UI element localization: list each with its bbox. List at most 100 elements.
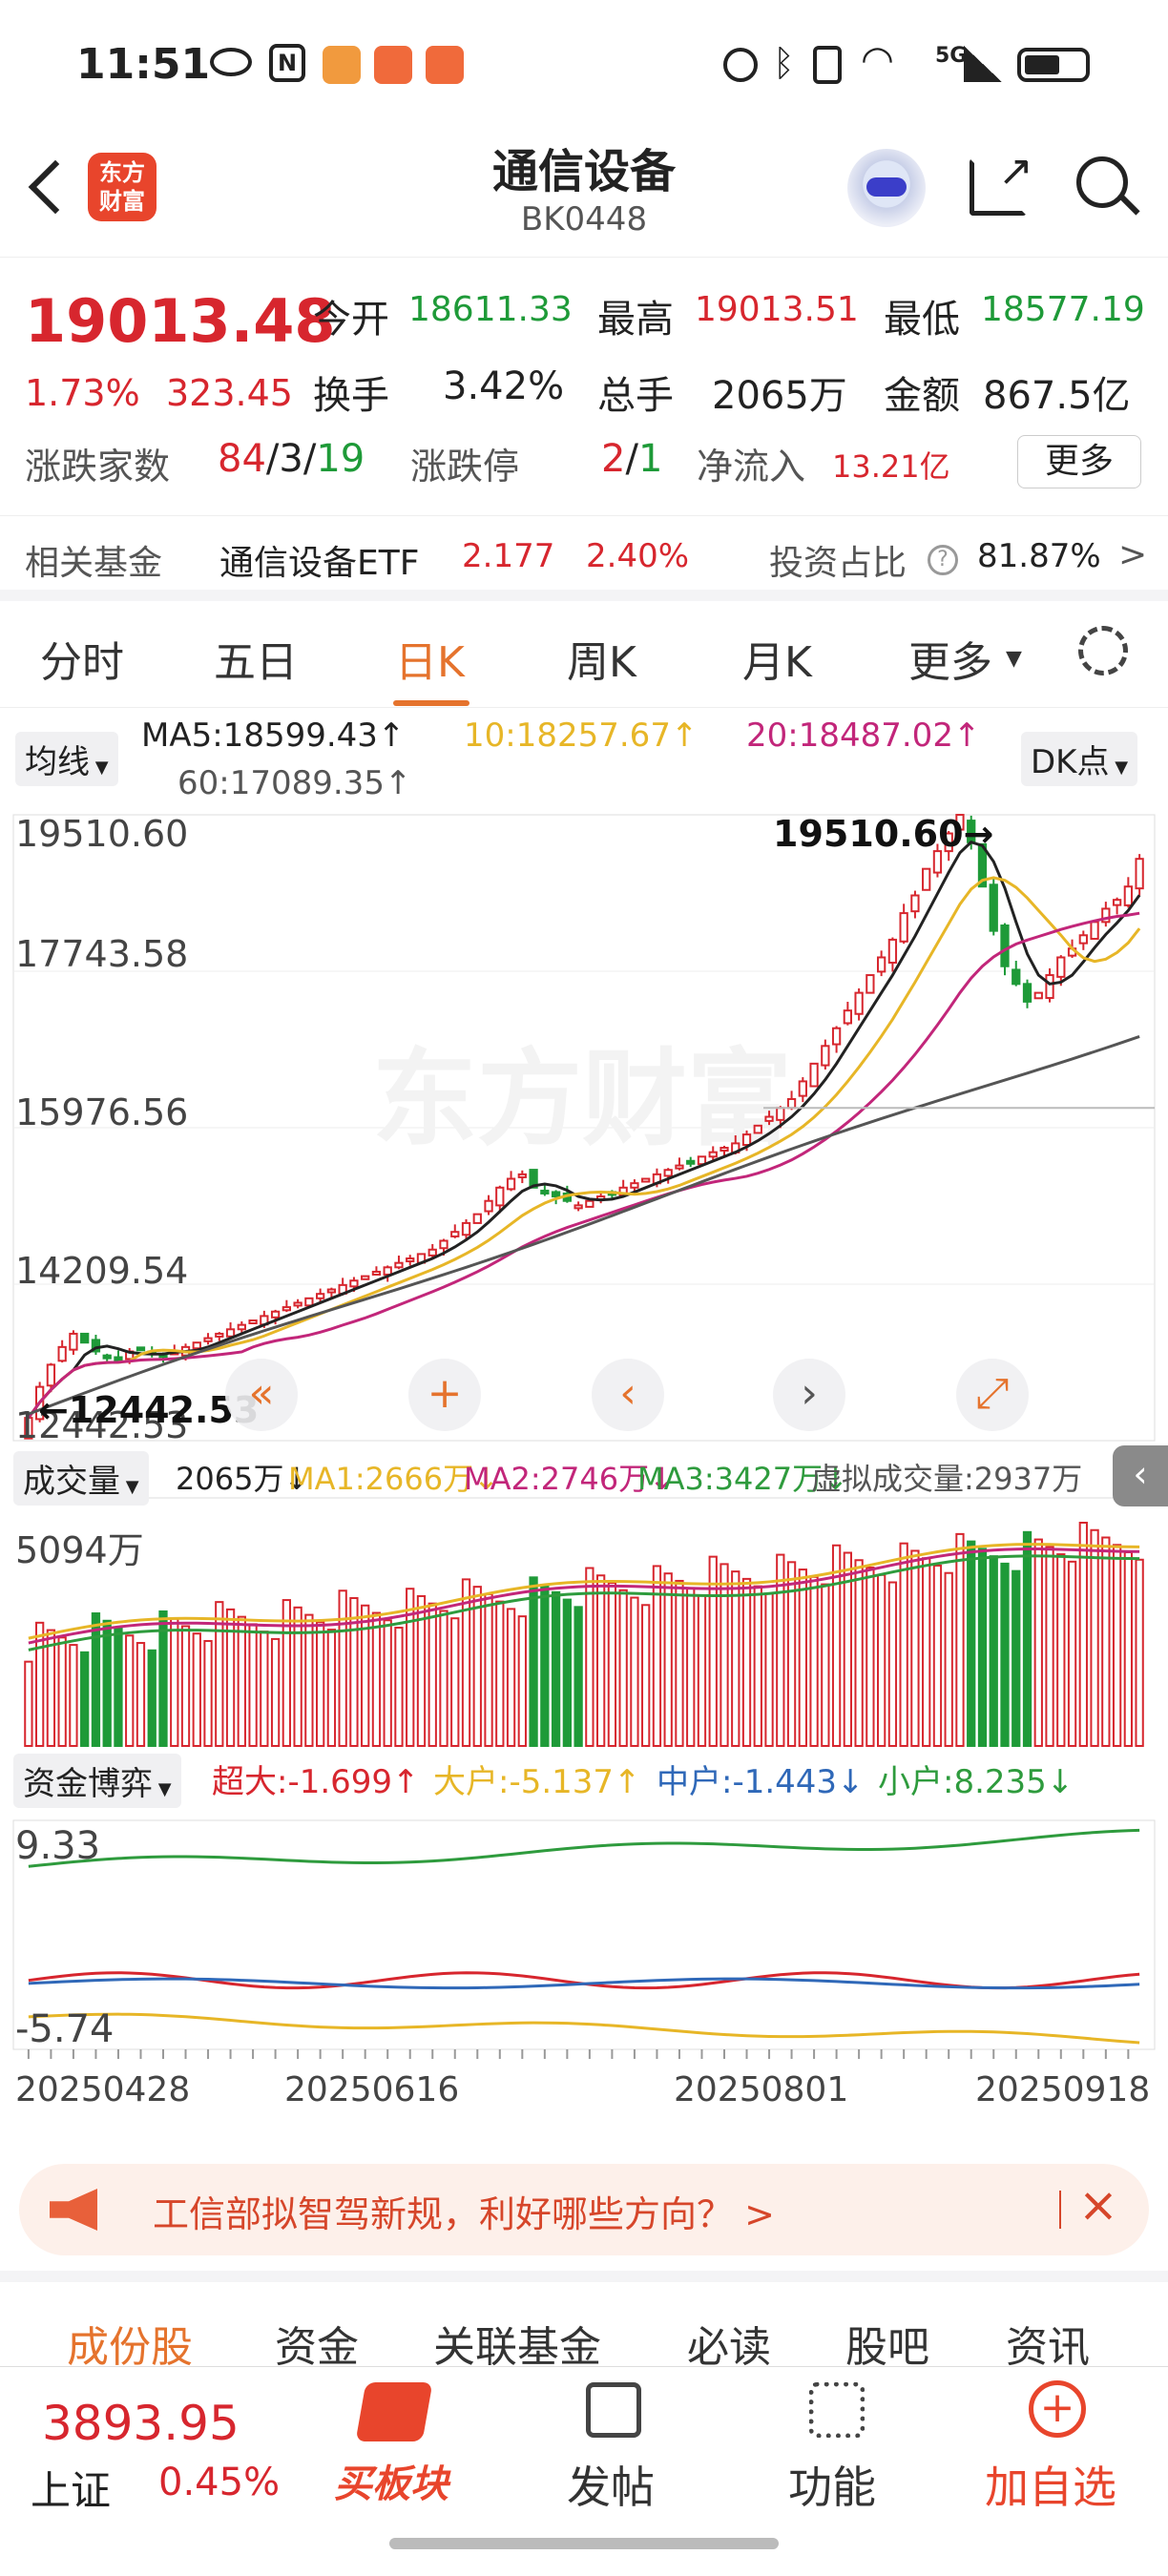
volume-bar	[484, 1592, 493, 1747]
scroll-left-button[interactable]: ‹	[592, 1359, 664, 1431]
open-label: 今开	[313, 298, 389, 342]
candle-body	[641, 1177, 651, 1183]
volume-bar	[1033, 1538, 1043, 1747]
candle-body	[955, 814, 965, 831]
logo-text-bottom: 财富	[99, 188, 145, 215]
amount-label: 金额	[884, 374, 960, 418]
zoom-in-button[interactable]: +	[408, 1359, 481, 1431]
dropdown-caret-icon: ▼	[1109, 758, 1129, 778]
tab-forum[interactable]: 股吧	[845, 2323, 929, 2372]
post-button[interactable]: 发帖	[567, 2462, 655, 2513]
help-icon[interactable]: ?	[928, 545, 958, 575]
candle-body	[1000, 924, 1010, 967]
candle-body	[1033, 991, 1043, 1000]
close-icon[interactable]: ×	[1078, 2177, 1118, 2233]
fund-super: 超大:-1.699↑	[212, 1763, 420, 1801]
fund-medium: 中户:-1.443↓	[657, 1763, 865, 1801]
volume-bar	[977, 1548, 988, 1748]
related-fund-row[interactable]: 相关基金 通信设备ETF 2.177 2.40% 投资占比 ? 81.87% >	[0, 515, 1168, 601]
volume-bar	[439, 1610, 448, 1747]
candle-body	[866, 974, 875, 994]
tab-must-read[interactable]: 必读	[687, 2323, 771, 2372]
tab-daily-k[interactable]: 日K	[395, 638, 465, 687]
volume-bar	[786, 1561, 797, 1747]
robot-assistant-icon[interactable]	[847, 149, 926, 227]
banner-divider	[1059, 2191, 1061, 2229]
ma5-line	[27, 840, 1141, 1419]
app-logo[interactable]: 东方 财富	[88, 153, 156, 221]
quote-panel: 19013.48 1.73% 323.45 今开 18611.33 最高 190…	[0, 267, 1168, 592]
ma-selector[interactable]: 均线 ▼	[15, 732, 118, 786]
fund-flow-selector[interactable]: 资金博弈 ▼	[13, 1754, 181, 1808]
volume-bar	[383, 1619, 392, 1748]
volume-bar	[495, 1600, 505, 1747]
volume-bar	[270, 1637, 281, 1748]
volume-bar	[46, 1629, 56, 1747]
tab-five-day[interactable]: 五日	[214, 638, 298, 687]
volume-bar	[854, 1559, 864, 1748]
candle-body	[282, 1306, 292, 1312]
limit-down: 1	[637, 437, 663, 481]
volume-bar	[741, 1577, 752, 1747]
tab-more[interactable]: 更多	[908, 638, 992, 687]
candle-body	[798, 1080, 807, 1097]
banner-text[interactable]: 工信部拟智驾新规，利好哪些方向？ >	[153, 2193, 775, 2235]
volume-bar	[416, 1594, 427, 1748]
candle-body	[304, 1297, 314, 1307]
candle-body	[1078, 934, 1088, 945]
function-button[interactable]: 功能	[788, 2462, 876, 2513]
fund-flow-header: 资金博弈 ▼ 超大:-1.699↑ 大户:-5.137↑ 中户:-1.443↓ …	[0, 1754, 1168, 1808]
collapse-panel-button[interactable]: ‹	[1113, 1445, 1168, 1506]
index-value[interactable]: 3893.95	[42, 2396, 240, 2451]
candle-body	[495, 1186, 505, 1207]
tab-constituents[interactable]: 成份股	[67, 2323, 193, 2372]
fund-axis-min: -5.74	[15, 2007, 115, 2051]
turnover-value: 3.42%	[443, 364, 565, 408]
tab-monthly-k[interactable]: 月K	[742, 638, 812, 687]
candle-body	[450, 1231, 460, 1237]
candle-body	[237, 1323, 246, 1331]
candle-body	[776, 1107, 785, 1121]
candle-body	[1022, 983, 1032, 1003]
fund-name[interactable]: 通信设备ETF	[219, 544, 420, 583]
tab-weekly-k[interactable]: 周K	[567, 638, 636, 687]
volume-bar	[540, 1584, 550, 1748]
dk-point-button[interactable]: DK点 ▼	[1021, 732, 1138, 786]
volume-bar	[1090, 1528, 1099, 1747]
price-tick-2: 17743.58	[15, 933, 189, 975]
share-icon[interactable]	[970, 158, 1027, 216]
volume-selector[interactable]: 成交量 ▼	[13, 1451, 149, 1506]
tab-news[interactable]: 资讯	[1006, 2323, 1090, 2372]
add-watchlist-button[interactable]: 加自选	[985, 2462, 1116, 2513]
volume-ma2: MA2:2746万↓	[464, 1461, 675, 1497]
search-icon[interactable]	[1076, 156, 1128, 208]
ma-legend: 均线 ▼ MA5:18599.43↑ 10:18257.67↑ 20:18487…	[0, 711, 1168, 806]
chevron-right-icon: >	[1118, 535, 1148, 574]
more-button[interactable]: 更多	[1017, 435, 1141, 488]
volume-ma1-line	[28, 1543, 1140, 1640]
scroll-right-button[interactable]: ›	[773, 1359, 845, 1431]
news-banner[interactable]: 工信部拟智驾新规，利好哪些方向？ > ×	[19, 2164, 1149, 2255]
candle-body	[57, 1345, 67, 1362]
candle-body	[361, 1275, 370, 1280]
buy-sector-button[interactable]: 买板块	[334, 2462, 448, 2506]
fullscreen-button[interactable]: ⤢	[956, 1359, 1029, 1431]
dropdown-caret-icon: ▼	[90, 758, 109, 778]
signal-icon	[964, 46, 1002, 82]
volume-bar	[1135, 1558, 1144, 1747]
candle-body	[529, 1169, 538, 1189]
scroll-left-fast-button[interactable]: «	[225, 1359, 298, 1431]
volume-bar	[922, 1557, 931, 1747]
tab-related-funds[interactable]: 关联基金	[433, 2323, 601, 2372]
volume-bar	[731, 1570, 740, 1748]
candle-body	[1090, 921, 1099, 941]
volume-bar	[517, 1615, 527, 1748]
candle-body	[406, 1257, 415, 1263]
tab-intraday[interactable]: 分时	[40, 638, 124, 687]
tab-capital[interactable]: 资金	[275, 2323, 359, 2372]
settings-gear-icon[interactable]	[1078, 626, 1128, 675]
kline-chart[interactable]: 东方财富	[0, 801, 1168, 2137]
volume-bar	[57, 1636, 67, 1747]
volume-bar	[652, 1565, 662, 1747]
volume-bar	[406, 1588, 415, 1747]
